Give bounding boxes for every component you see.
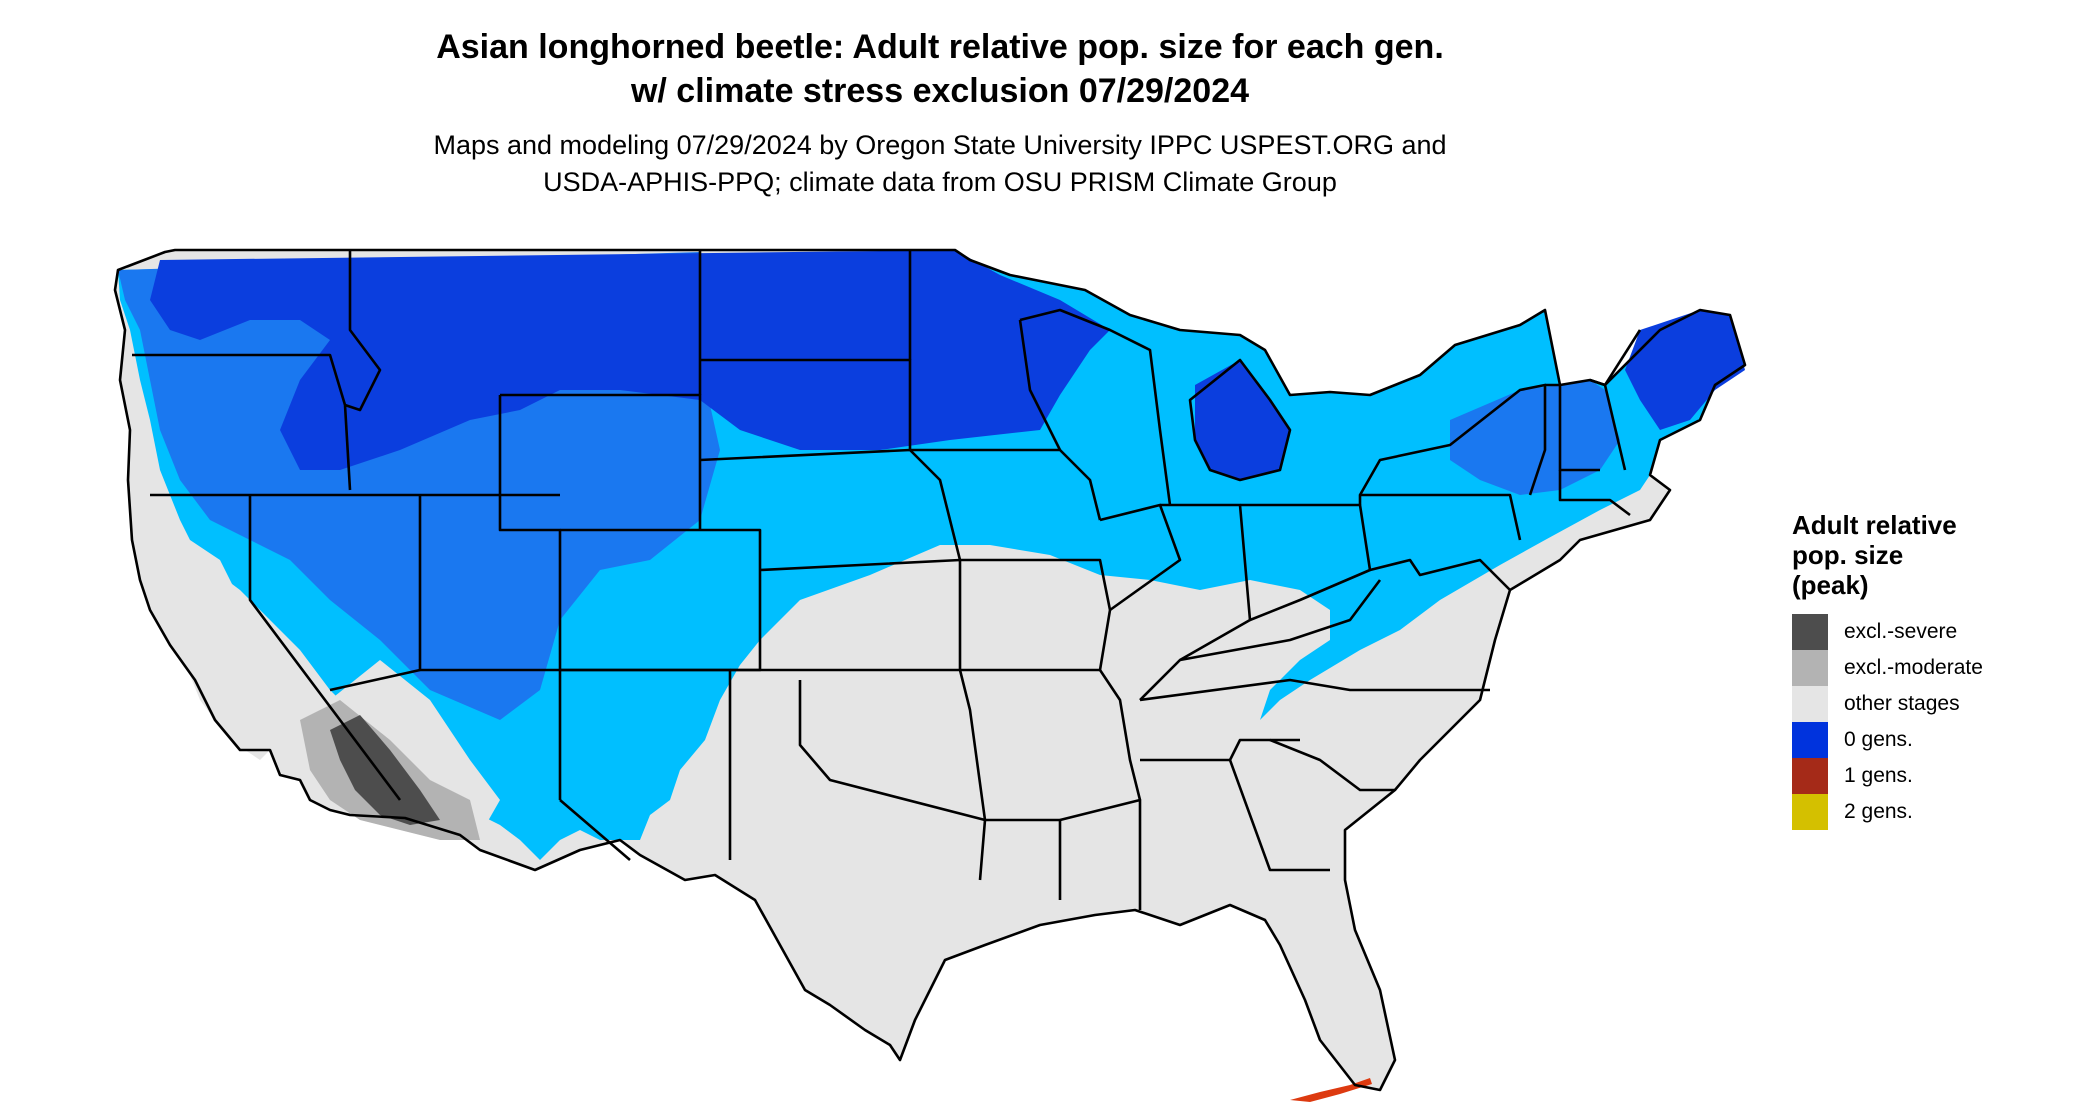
region-dark-blue-north [150, 250, 1110, 470]
map-title-line-2: w/ climate stress exclusion 07/29/2024 [630, 72, 1250, 110]
legend-label: other stages [1844, 692, 1960, 715]
legend-label: excl.-moderate [1844, 656, 1983, 679]
legend-swatch [1792, 686, 1828, 722]
legend-swatch [1792, 650, 1828, 686]
state-borders [113, 248, 1747, 1092]
legend-title-line-2: pop. size [1792, 540, 1904, 570]
legend-label: 0 gens. [1844, 728, 1913, 751]
legend-label: excl.-severe [1844, 620, 1958, 643]
legend-swatch [1792, 794, 1828, 830]
legend-swatch [1792, 614, 1828, 650]
legend-item-2-gens: 2 gens. [1792, 794, 2082, 830]
region-gray-california [160, 540, 280, 760]
region-dark-blue-maine [1625, 310, 1745, 430]
legend-swatch [1792, 758, 1828, 794]
region-red-keys [1290, 1078, 1372, 1102]
map-legend: Adult relative pop. size (peak) excl.-se… [1792, 510, 2082, 830]
region-dark-blue-michigan [1195, 360, 1290, 480]
legend-item-other-stages: other stages [1792, 686, 2082, 722]
map-subtitle-line-1: Maps and modeling 07/29/2024 by Oregon S… [433, 130, 1447, 160]
legend-title: Adult relative pop. size (peak) [1792, 510, 2082, 600]
map-subtitle-line-2: USDA-APHIS-PPQ; climate data from OSU PR… [543, 167, 1337, 197]
region-mid-blue-northeast [1450, 380, 1620, 495]
legend-item-excl-severe: excl.-severe [1792, 614, 2082, 650]
legend-item-0-gens: 0 gens. [1792, 722, 2082, 758]
legend-item-excl-moderate: excl.-moderate [1792, 650, 2082, 686]
legend-title-line-1: Adult relative [1792, 510, 1957, 540]
legend-item-1-gens: 1 gens. [1792, 758, 2082, 794]
legend-label: 1 gens. [1844, 764, 1913, 787]
legend-title-line-3: (peak) [1792, 570, 1869, 600]
legend-label: 2 gens. [1844, 800, 1913, 823]
legend-swatch [1792, 722, 1828, 758]
map-title-line-1: Asian longhorned beetle: Adult relative … [436, 28, 1444, 66]
